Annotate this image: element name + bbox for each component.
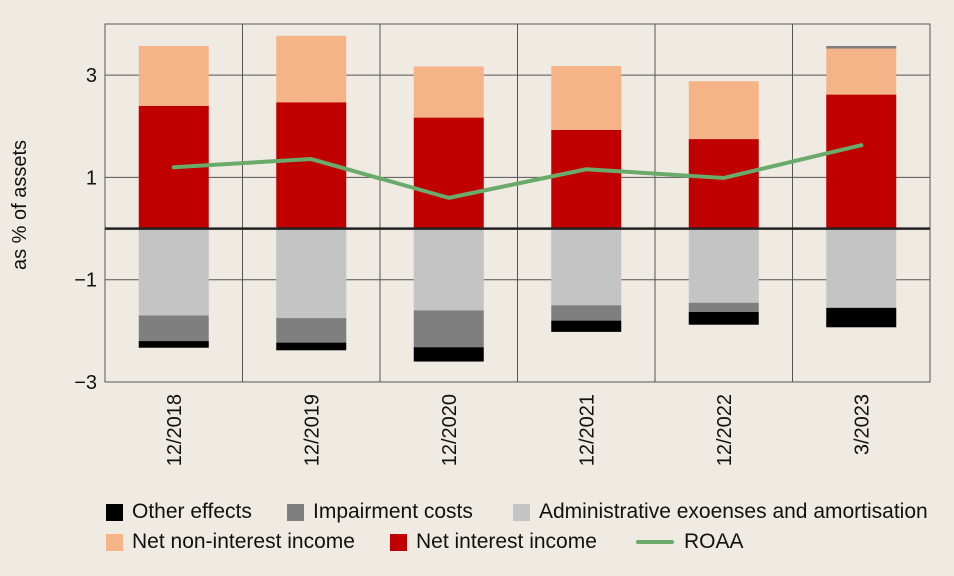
- bar-segment: [688, 311, 759, 325]
- bar-segment: [138, 315, 209, 342]
- y-tick-label: −1: [74, 270, 97, 292]
- roaa-line-group: [171, 143, 864, 200]
- bar-segment: [413, 117, 484, 229]
- x-tick-labels: 12/2018 12/2019 12/2020 12/2021 12/2022 3/202…: [164, 394, 874, 466]
- bar-segment: [688, 302, 759, 312]
- bar-segment: [551, 228, 622, 306]
- bar-segment: [551, 65, 622, 130]
- bar-segment: [413, 347, 484, 362]
- y-axis-label: as % of assets: [9, 140, 31, 270]
- bar-segment: [826, 94, 897, 229]
- y-tick-label: −3: [74, 372, 97, 394]
- y-tick-label: 1: [86, 167, 97, 189]
- bar-segment: [276, 35, 347, 103]
- bar-segment: [138, 228, 209, 316]
- bar-segment: [551, 129, 622, 229]
- bar-segment: [551, 305, 622, 321]
- bar-segment: [688, 228, 759, 303]
- bar-segment: [138, 341, 209, 348]
- y-tick-labels: 3 1 −1 −3: [74, 65, 97, 394]
- grid: [104, 23, 931, 383]
- x-tick-label: 12/2020: [439, 394, 461, 466]
- bar-segment: [826, 48, 897, 95]
- roaa-line: [171, 143, 864, 200]
- x-tick-label: 3/2023: [851, 394, 873, 455]
- bar-segment: [413, 310, 484, 348]
- bar-segment: [276, 228, 347, 319]
- x-tick-label: 12/2019: [301, 394, 323, 466]
- bar-segment: [688, 81, 759, 140]
- bar-segment: [826, 307, 897, 328]
- bar-segment: [688, 139, 759, 229]
- bar-segment: [276, 318, 347, 343]
- x-tick-label: 12/2022: [714, 394, 736, 466]
- bar-segment: [138, 45, 209, 106]
- x-tick-label: 12/2018: [164, 394, 186, 466]
- bar-segment: [826, 228, 897, 308]
- bar-segment: [276, 342, 347, 351]
- y-tick-label: 3: [86, 65, 97, 87]
- bars: [138, 35, 897, 362]
- bar-segment: [551, 320, 622, 332]
- bar-segment: [826, 45, 897, 49]
- bar-segment: [413, 66, 484, 118]
- x-tick-label: 12/2021: [576, 394, 598, 466]
- bar-segment: [413, 228, 484, 311]
